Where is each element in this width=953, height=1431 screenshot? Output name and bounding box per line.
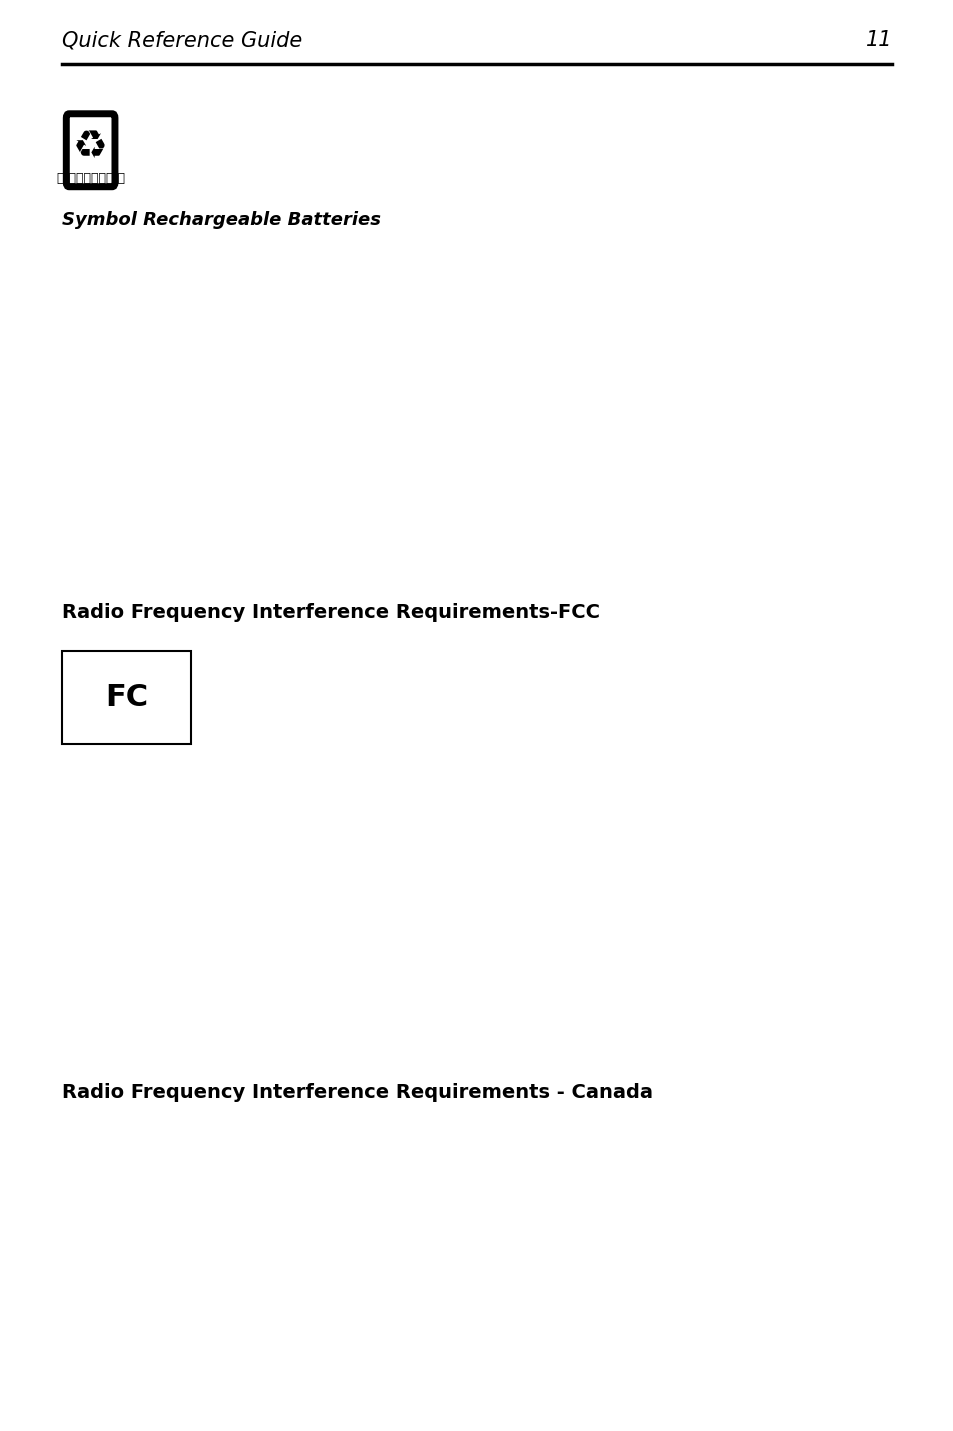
Text: Radio Frequency Interference Requirements - Canada: Radio Frequency Interference Requirement… — [62, 1083, 652, 1102]
FancyBboxPatch shape — [67, 113, 114, 187]
FancyBboxPatch shape — [62, 651, 191, 744]
Text: Radio Frequency Interference Requirements-FCC: Radio Frequency Interference Requirement… — [62, 604, 599, 622]
Text: Symbol Rechargeable Batteries: Symbol Rechargeable Batteries — [62, 210, 380, 229]
Text: FC: FC — [105, 683, 148, 713]
Text: ♻: ♻ — [73, 129, 108, 166]
Text: 11: 11 — [864, 30, 891, 50]
Text: Quick Reference Guide: Quick Reference Guide — [62, 30, 302, 50]
Text: 「 廢電池請回收 」: 「 廢電池請回收 」 — [56, 172, 125, 186]
